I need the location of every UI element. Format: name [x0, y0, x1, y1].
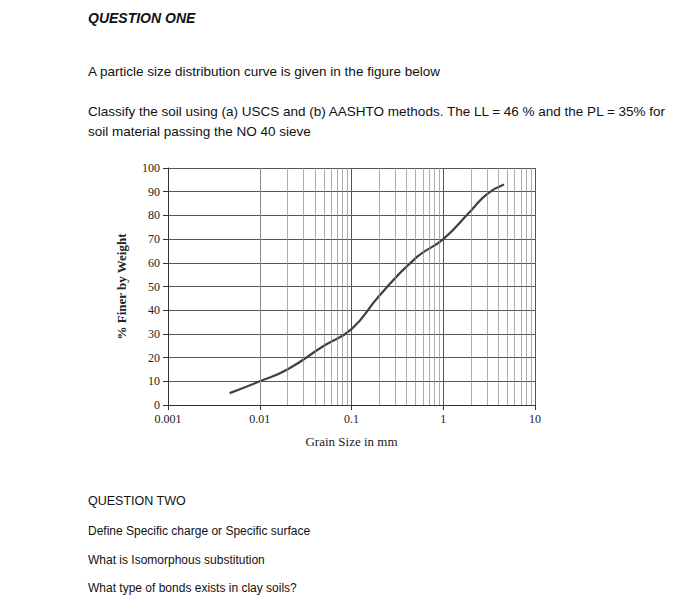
svg-text:30: 30	[148, 327, 160, 341]
svg-text:% Finer by Weight: % Finer by Weight	[114, 233, 129, 340]
html-text:QUESTION TWO: QUESTION TWO	[88, 494, 186, 508]
html-text:QUESTION ONE: QUESTION ONE	[88, 10, 196, 26]
svg-text:0.001: 0.001	[155, 412, 182, 426]
svg-text:60: 60	[148, 256, 160, 270]
svg-text:0: 0	[154, 398, 160, 412]
svg-text:90: 90	[148, 185, 160, 199]
svg-text:Grain Size in mm: Grain Size in mm	[305, 434, 397, 449]
svg-text:100: 100	[142, 161, 160, 175]
svg-text:0.1: 0.1	[344, 412, 359, 426]
svg-text:20: 20	[148, 351, 160, 365]
svg-text:80: 80	[148, 208, 160, 222]
html-text:Classify the soil using (a) US: Classify the soil using (a) USCS and (b)…	[88, 104, 665, 119]
svg-text:10: 10	[148, 374, 160, 388]
svg-text:10: 10	[529, 412, 541, 426]
html-text:What type of bonds exists in c: What type of bonds exists in clay soils?	[88, 581, 297, 595]
html-text:What is Isomorphous substituti: What is Isomorphous substitution	[88, 553, 265, 567]
html-text:A particle size distribution c: A particle size distribution curve is gi…	[88, 64, 440, 79]
html-text:soil material passing the NO 4: soil material passing the NO 40 sieve	[88, 124, 311, 139]
svg-text:70: 70	[148, 232, 160, 246]
html-text:Define Specific charge or Spec: Define Specific charge or Specific surfa…	[88, 524, 311, 538]
svg-text:1: 1	[440, 412, 446, 426]
svg-text:50: 50	[148, 280, 160, 294]
svg-text:0.01: 0.01	[249, 412, 270, 426]
svg-text:40: 40	[148, 303, 160, 317]
